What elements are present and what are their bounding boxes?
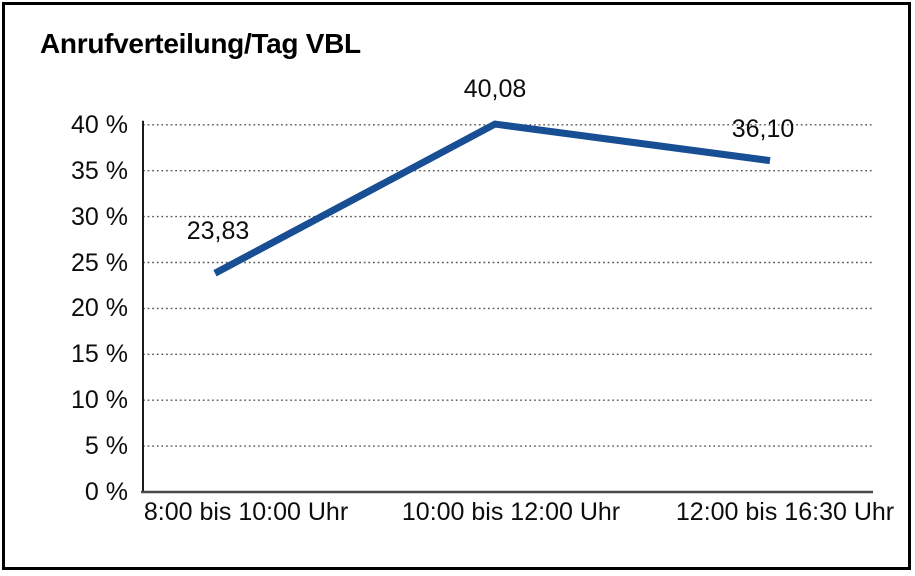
x-axis-category-label: 8:00 bis 10:00 Uhr: [143, 498, 349, 526]
y-axis-tick-label: 5 %: [84, 432, 128, 461]
y-axis-tick-label: 20 %: [71, 294, 128, 323]
y-axis-tick-label: 30 %: [71, 202, 128, 231]
y-axis-tick-label: 35 %: [71, 156, 128, 185]
y-axis-tick-label: 15 %: [71, 340, 128, 369]
data-series-line: [213, 120, 771, 277]
chart-frame-border: [2, 2, 911, 570]
data-point-label: 40,08: [463, 75, 527, 104]
y-axis-tick-label: 25 %: [71, 248, 128, 277]
y-axis-tick-label: 10 %: [71, 386, 128, 415]
data-point-label: 36,10: [731, 114, 795, 143]
y-axis-tick-label: 40 %: [71, 110, 128, 139]
chart-title: Anrufverteilung/Tag VBL: [40, 28, 361, 59]
x-axis-category-label: 12:00 bis 16:30 Uhr: [675, 498, 895, 526]
y-axis-tick-label: 0 %: [84, 478, 128, 506]
data-point-label: 23,83: [186, 217, 250, 246]
x-axis-category-label: 10:00 bis 12:00 Uhr: [401, 498, 621, 526]
